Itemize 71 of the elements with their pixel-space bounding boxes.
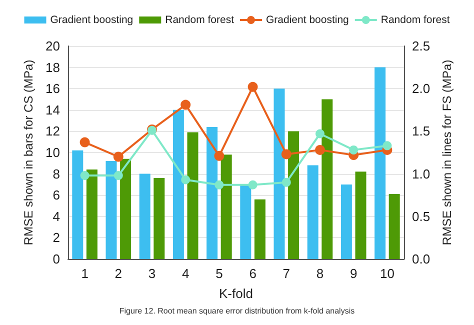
x-axis-title: K-fold <box>219 286 253 301</box>
x-tick-label: 1 <box>81 266 88 281</box>
bar <box>240 184 252 259</box>
x-tick-label: 8 <box>316 266 324 281</box>
y-tick-label: 0 <box>52 252 60 266</box>
y2-tick-label: 1.5 <box>412 124 430 139</box>
point <box>316 129 324 138</box>
bar <box>307 165 318 259</box>
x-tick-label: 9 <box>350 266 358 281</box>
point <box>80 137 90 148</box>
point <box>114 171 123 180</box>
bar <box>254 199 266 259</box>
legend-label: Gradient boosting <box>50 14 134 26</box>
y-axis-title: RMSE shown in bars for CS (MPa) <box>22 60 36 246</box>
y2-tick-label: 1.0 <box>412 166 430 182</box>
x-tick-label: 7 <box>282 266 290 281</box>
y2-tick-label: 2.0 <box>412 81 430 96</box>
legend-label: Random forest <box>380 14 450 26</box>
y-tick-label: 12 <box>46 124 60 139</box>
bar <box>154 178 165 259</box>
y2-tick-label: 0.5 <box>412 208 430 224</box>
bar <box>388 194 400 259</box>
bar <box>355 172 366 259</box>
bar <box>322 99 333 259</box>
bar <box>106 161 117 259</box>
x-tick-label: 5 <box>216 266 223 281</box>
legend-label: Gradient boosting <box>266 14 350 26</box>
bar <box>72 150 84 259</box>
bar <box>288 131 300 259</box>
point <box>180 100 191 110</box>
bar <box>206 126 218 259</box>
x-tick-label: 10 <box>380 266 394 281</box>
y-tick-label: 6 <box>52 188 60 203</box>
y-tick-label: 10 <box>46 145 60 160</box>
point <box>315 144 325 155</box>
point <box>80 171 90 180</box>
y-tick-label: 16 <box>46 81 60 96</box>
bar <box>340 184 352 259</box>
point <box>281 149 292 160</box>
bar <box>86 170 98 259</box>
point <box>113 152 124 162</box>
point <box>214 150 224 161</box>
y-tick-label: 20 <box>46 38 60 54</box>
x-tick-label: 4 <box>182 266 190 281</box>
y-tick-label: 18 <box>46 60 60 75</box>
bar <box>274 88 285 259</box>
point <box>248 82 258 92</box>
x-tick-label: 6 <box>249 266 256 281</box>
point <box>349 145 358 154</box>
caption: Figure 12. Root mean square error distribution from k-fold analysis <box>119 306 355 316</box>
y-tick-label: 8 <box>52 166 60 182</box>
bar <box>374 67 386 259</box>
x-tick-label: 3 <box>148 266 156 281</box>
legend-label: Random forest <box>165 14 234 26</box>
point <box>282 178 291 187</box>
bar <box>172 110 184 259</box>
bar <box>187 132 198 259</box>
y2-tick-label: 2.5 <box>412 38 430 54</box>
y2-axis-title: RMSE shown in lines for FS (MPa) <box>440 60 454 246</box>
point <box>214 180 224 190</box>
point <box>382 141 392 150</box>
y2-tick-label: 0.0 <box>412 252 430 266</box>
y-tick-label: 2 <box>52 230 60 246</box>
x-tick-label: 2 <box>114 266 122 281</box>
point <box>248 180 258 190</box>
point <box>181 175 190 184</box>
bar <box>220 154 232 259</box>
bar <box>120 158 132 259</box>
y-tick-label: 14 <box>46 102 60 118</box>
y-tick-label: 4 <box>52 208 60 224</box>
bar <box>139 174 150 259</box>
